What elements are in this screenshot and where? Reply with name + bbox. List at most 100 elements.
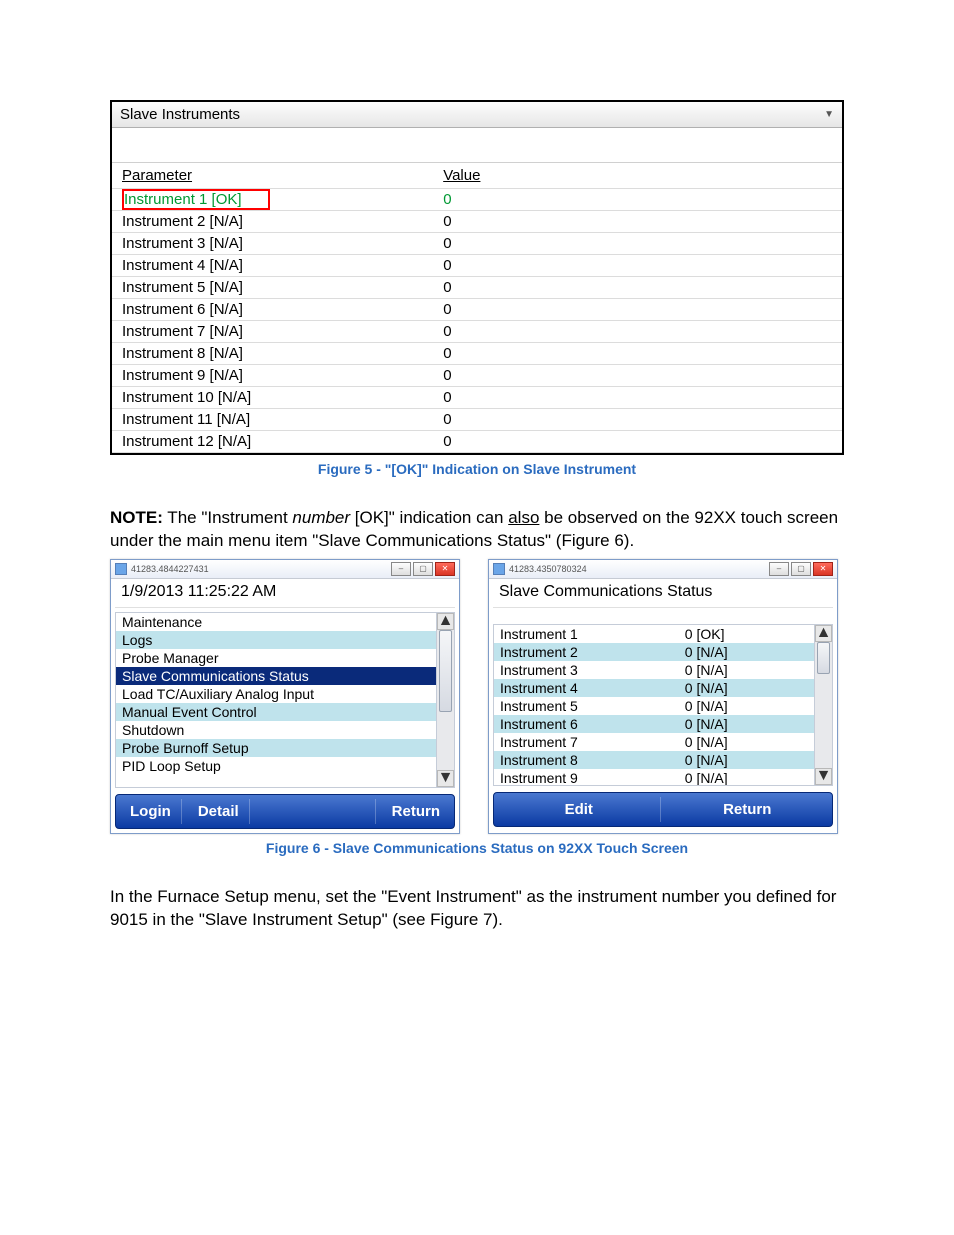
- table-cell-value: 0: [433, 277, 842, 299]
- login-button[interactable]: Login: [120, 799, 182, 824]
- scroll-up-icon[interactable]: ▲: [437, 613, 454, 630]
- maximize-icon[interactable]: ▢: [413, 562, 433, 576]
- list-item[interactable]: Instrument 90 [N/A]: [494, 769, 814, 786]
- fig6-wrap: 41283.4844227431 – ▢ ✕ 1/9/2013 11:25:22…: [110, 559, 844, 834]
- table-cell-parameter: Instrument 12 [N/A]: [112, 431, 433, 453]
- fig5-frame: Slave Instruments ▼ Parameter Value Inst…: [110, 100, 844, 455]
- scroll-down-icon[interactable]: ▼: [437, 770, 454, 787]
- note-paragraph: NOTE: The "Instrument number [OK]" indic…: [110, 507, 844, 553]
- list-item-label: Instrument 5: [500, 698, 685, 714]
- fig5-caption: Figure 5 - "[OK]" Indication on Slave In…: [110, 461, 844, 477]
- table-cell-parameter: Instrument 7 [N/A]: [112, 321, 433, 343]
- list-item[interactable]: Instrument 10 [OK]: [494, 625, 814, 643]
- list-item[interactable]: Slave Communications Status: [116, 667, 436, 685]
- list-item[interactable]: Instrument 40 [N/A]: [494, 679, 814, 697]
- list-item-label: Instrument 4: [500, 680, 685, 696]
- scroll-thumb[interactable]: [439, 630, 452, 712]
- list-item-value: 0 [N/A]: [685, 644, 808, 660]
- table-cell-value: 0: [433, 299, 842, 321]
- return-button[interactable]: Return: [667, 797, 829, 822]
- list-item[interactable]: Instrument 70 [N/A]: [494, 733, 814, 751]
- ts-left-scrollbar[interactable]: ▲ ▼: [436, 613, 454, 787]
- fig5-col-value: Value: [433, 163, 842, 189]
- list-item-label: Maintenance: [122, 614, 430, 630]
- list-item-label: Instrument 1: [500, 626, 685, 642]
- close-icon[interactable]: ✕: [813, 562, 833, 576]
- scroll-up-icon[interactable]: ▲: [815, 625, 832, 642]
- table-cell-value: 0: [433, 365, 842, 387]
- list-item-value: 0 [N/A]: [685, 698, 808, 714]
- scroll-thumb[interactable]: [817, 642, 830, 674]
- detail-button[interactable]: Detail: [188, 799, 250, 824]
- table-row[interactable]: Instrument 9 [N/A]0: [112, 365, 842, 387]
- return-button[interactable]: Return: [382, 799, 450, 824]
- list-item[interactable]: Probe Burnoff Setup: [116, 739, 436, 757]
- table-cell-value: 0: [433, 431, 842, 453]
- ts-left-content: 1/9/2013 11:25:22 AM MaintenanceLogsProb…: [111, 579, 459, 833]
- list-item-label: Instrument 8: [500, 752, 685, 768]
- close-icon[interactable]: ✕: [435, 562, 455, 576]
- table-cell-parameter: Instrument 10 [N/A]: [112, 387, 433, 409]
- ts-left-btnbar: Login Detail Return: [115, 794, 455, 829]
- ts-right-content: Slave Communications Status Instrument 1…: [489, 579, 837, 831]
- list-item[interactable]: Manual Event Control: [116, 703, 436, 721]
- list-item[interactable]: Logs: [116, 631, 436, 649]
- table-row[interactable]: Instrument 6 [N/A]0: [112, 299, 842, 321]
- table-cell-value: 0: [433, 255, 842, 277]
- table-cell-value: 0: [433, 409, 842, 431]
- fig5-titlebar[interactable]: Slave Instruments ▼: [112, 102, 842, 128]
- ts-right-scrollbar[interactable]: ▲ ▼: [814, 625, 832, 785]
- table-cell-parameter: Instrument 2 [N/A]: [112, 211, 433, 233]
- table-row[interactable]: Instrument 11 [N/A]0: [112, 409, 842, 431]
- table-row[interactable]: Instrument 1 [OK]0: [112, 189, 842, 211]
- table-cell-value: 0: [433, 387, 842, 409]
- table-cell-value: 0: [433, 233, 842, 255]
- table-cell-parameter: Instrument 8 [N/A]: [112, 343, 433, 365]
- list-item[interactable]: Instrument 80 [N/A]: [494, 751, 814, 769]
- list-item[interactable]: Maintenance: [116, 613, 436, 631]
- list-item-label: Load TC/Auxiliary Analog Input: [122, 686, 430, 702]
- note-number: number: [292, 508, 350, 527]
- list-item[interactable]: Instrument 30 [N/A]: [494, 661, 814, 679]
- list-item-value: 0 [N/A]: [685, 770, 808, 786]
- list-item[interactable]: Instrument 50 [N/A]: [494, 697, 814, 715]
- ts-right-frame: 41283.4350780324 – ▢ ✕ Slave Communicati…: [488, 559, 838, 834]
- list-item-label: Logs: [122, 632, 430, 648]
- list-item-value: 0 [N/A]: [685, 716, 808, 732]
- note-t1: The "Instrument: [163, 508, 293, 527]
- ts-left-header: 1/9/2013 11:25:22 AM: [115, 579, 455, 608]
- scroll-down-icon[interactable]: ▼: [815, 768, 832, 785]
- table-row[interactable]: Instrument 8 [N/A]0: [112, 343, 842, 365]
- note-t2: [OK]" indication can: [350, 508, 508, 527]
- note-lead: NOTE:: [110, 508, 163, 527]
- list-item[interactable]: Instrument 20 [N/A]: [494, 643, 814, 661]
- chevron-down-icon[interactable]: ▼: [824, 109, 834, 120]
- table-row[interactable]: Instrument 12 [N/A]0: [112, 431, 842, 453]
- minimize-icon[interactable]: –: [769, 562, 789, 576]
- maximize-icon[interactable]: ▢: [791, 562, 811, 576]
- list-item[interactable]: PID Loop Setup: [116, 757, 436, 775]
- fig5-table: Parameter Value Instrument 1 [OK]0Instru…: [112, 163, 842, 453]
- list-item[interactable]: Instrument 60 [N/A]: [494, 715, 814, 733]
- minimize-icon[interactable]: –: [391, 562, 411, 576]
- list-item[interactable]: Probe Manager: [116, 649, 436, 667]
- table-row[interactable]: Instrument 4 [N/A]0: [112, 255, 842, 277]
- list-item-label: Instrument 9: [500, 770, 685, 786]
- table-row[interactable]: Instrument 7 [N/A]0: [112, 321, 842, 343]
- table-row[interactable]: Instrument 2 [N/A]0: [112, 211, 842, 233]
- list-item[interactable]: Shutdown: [116, 721, 436, 739]
- list-item-label: Probe Burnoff Setup: [122, 740, 430, 756]
- table-cell-parameter: Instrument 11 [N/A]: [112, 409, 433, 431]
- table-cell-parameter: Instrument 9 [N/A]: [112, 365, 433, 387]
- ts-left-list: Maintenance LogsProbe ManagerSlave Commun…: [115, 612, 455, 788]
- table-row[interactable]: Instrument 5 [N/A]0: [112, 277, 842, 299]
- table-row[interactable]: Instrument 3 [N/A]0: [112, 233, 842, 255]
- list-item[interactable]: Load TC/Auxiliary Analog Input: [116, 685, 436, 703]
- table-row[interactable]: Instrument 10 [N/A]0: [112, 387, 842, 409]
- table-cell-parameter: Instrument 4 [N/A]: [112, 255, 433, 277]
- list-item-label: PID Loop Setup: [122, 758, 430, 774]
- window-icon: [115, 563, 127, 575]
- fig5-title: Slave Instruments: [120, 106, 240, 123]
- list-item-value: 0 [N/A]: [685, 734, 808, 750]
- edit-button[interactable]: Edit: [498, 797, 661, 822]
